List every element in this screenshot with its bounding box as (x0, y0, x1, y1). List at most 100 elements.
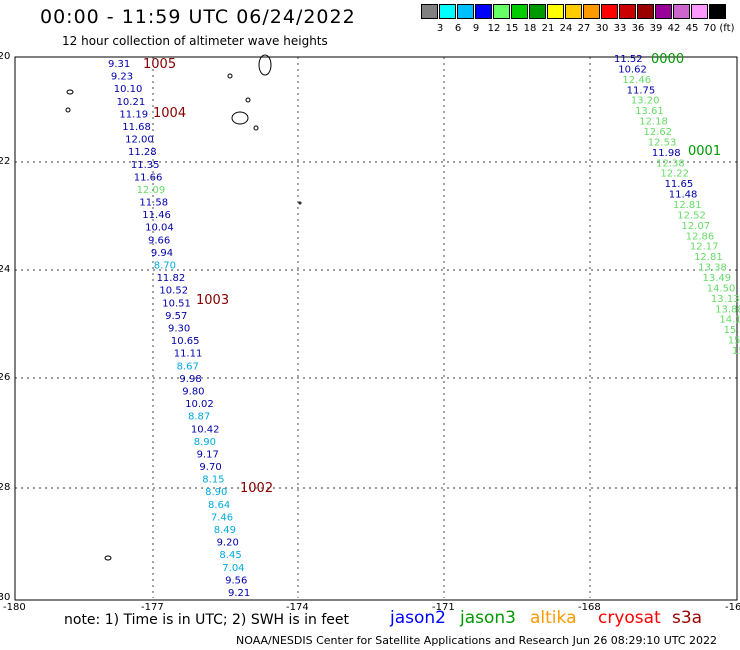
legend-label: 42 (667, 23, 681, 34)
wave-height-label: 15. (728, 336, 740, 347)
wave-height-label: 15 (732, 346, 740, 357)
wave-height-label: 9.23 (111, 72, 133, 83)
x-tick-label: -16 (725, 602, 740, 613)
y-tick-label: -22 (0, 156, 11, 167)
wave-height-label: 7.04 (222, 563, 244, 574)
x-tick-label: -180 (3, 602, 26, 613)
note-text: note: 1) Time is in UTC; 2) SWH is in fe… (64, 612, 350, 628)
wave-height-label: 12.09 (137, 185, 166, 196)
wave-height-label: 8.90 (194, 437, 216, 448)
wave-height-label: 9.98 (179, 374, 201, 385)
wave-height-label: 9.66 (148, 235, 170, 246)
island-outline (258, 54, 272, 76)
legend-swatch (691, 4, 708, 19)
wave-height-label: 12.17 (690, 242, 719, 253)
wave-height-label: 11.98 (652, 148, 681, 159)
wave-height-label: 9.30 (168, 324, 190, 335)
legend-swatch (493, 4, 510, 19)
legend-swatch (583, 4, 600, 19)
wave-height-label: 8.15 (202, 475, 224, 486)
legend-label: 36 (631, 23, 645, 34)
wave-height-label: 12.22 (660, 169, 689, 180)
legend-label: 21 (541, 23, 555, 34)
wave-height-label: 11.52 (614, 54, 643, 65)
satellite-jason3: jason3 (460, 608, 516, 628)
legend-swatch (511, 4, 528, 19)
wave-height-label: 12.86 (686, 231, 715, 242)
wave-height-label: 10.04 (145, 223, 174, 234)
wave-height-label: 14.1 (719, 315, 740, 326)
wave-height-label: 11.68 (122, 122, 151, 133)
legend-label: 33 (613, 23, 627, 34)
wave-height-label: 8.67 (177, 361, 199, 372)
legend-swatch (709, 4, 726, 19)
wave-height-label: 13.61 (635, 106, 664, 117)
island-outline (245, 97, 251, 103)
island-outline (253, 125, 259, 131)
legend-swatch (439, 4, 456, 19)
x-tick-label: -171 (432, 602, 455, 613)
legend-swatch (529, 4, 546, 19)
wave-height-label: 11.75 (627, 85, 656, 96)
wave-height-label: 15.0 (724, 325, 740, 336)
wave-height-label: 8.64 (208, 500, 230, 511)
x-tick-label: -177 (141, 602, 164, 613)
legend-label: 6 (454, 23, 462, 34)
wave-height-label: 12.38 (656, 158, 685, 169)
wave-height-label: 13.49 (703, 273, 732, 284)
legend-label: 70 (ft) (703, 23, 735, 34)
legend-swatch (619, 4, 636, 19)
legend-label: 27 (577, 23, 591, 34)
legend-swatch (637, 4, 654, 19)
x-tick-label: -168 (578, 602, 601, 613)
wave-height-label: 9.94 (151, 248, 173, 259)
legend-label: 39 (649, 23, 663, 34)
y-tick-label: -26 (0, 372, 11, 383)
wave-height-label: 9.31 (108, 59, 130, 70)
y-tick-label: -20 (0, 51, 11, 62)
time-label: 1003 (196, 293, 229, 308)
wave-height-label: 9.56 (225, 575, 247, 586)
y-tick-label: -30 (0, 592, 11, 603)
wave-height-label: 14.50 (707, 283, 736, 294)
wave-height-label: 11.66 (134, 172, 163, 183)
legend-swatch (565, 4, 582, 19)
wave-height-label: 9.21 (228, 588, 250, 599)
wave-height-label: 10.51 (162, 298, 191, 309)
wave-height-label: 11.82 (157, 273, 186, 284)
time-label: 0000 (651, 52, 684, 67)
wave-height-label: 9.57 (165, 311, 187, 322)
legend-swatch (421, 4, 438, 19)
wave-height-label: 12.53 (648, 137, 677, 148)
wave-height-label: 12.18 (639, 117, 668, 128)
legend-swatch (655, 4, 672, 19)
time-label: 1005 (143, 57, 176, 72)
map-frame (14, 56, 738, 601)
wave-height-label: 8.49 (214, 525, 236, 536)
wave-height-label: 12.52 (677, 210, 706, 221)
wave-height-label: 10.42 (191, 424, 220, 435)
wave-height-label: 13.88 (715, 304, 740, 315)
satellite-cryosat: cryosat (598, 608, 661, 628)
wave-height-label: 7.46 (211, 512, 233, 523)
legend-label: 30 (595, 23, 609, 34)
satellite-jason2: jason2 (390, 608, 446, 628)
legend-swatch (457, 4, 474, 19)
time-label: 1004 (153, 106, 186, 121)
satellite-s3a: s3a (672, 608, 703, 628)
wave-height-label: 11.28 (128, 147, 157, 158)
wave-height-label: 11.46 (142, 210, 171, 221)
wave-height-label: 12.81 (694, 252, 723, 263)
island-outline (227, 73, 233, 79)
satellite-altika: altika (530, 608, 577, 628)
x-tick-label: -174 (286, 602, 309, 613)
wave-height-label: 10.10 (114, 84, 143, 95)
legend-label: 18 (523, 23, 537, 34)
legend-label: 12 (487, 23, 501, 34)
grid-lines (15, 57, 737, 598)
wave-height-label: 12.00 (125, 135, 154, 146)
legend-swatch (673, 4, 690, 19)
legend-swatch (475, 4, 492, 19)
legend-label: 24 (559, 23, 573, 34)
